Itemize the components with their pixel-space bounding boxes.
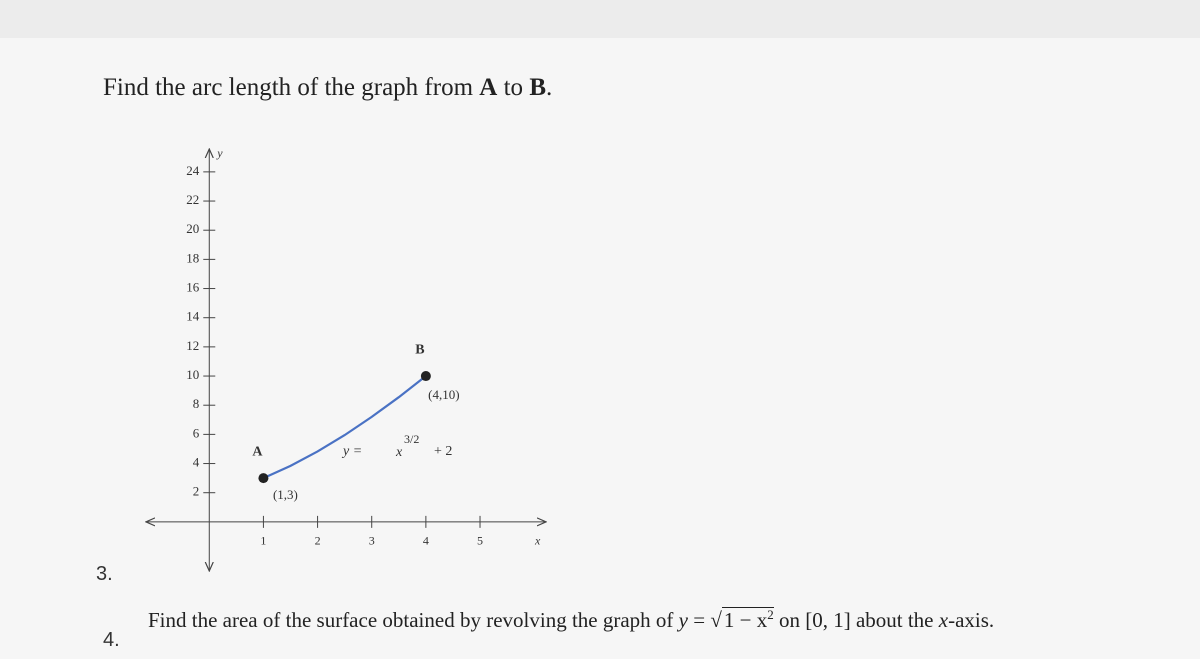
y-tick-label: 8 bbox=[193, 396, 200, 411]
text: Find the arc length of the graph from bbox=[103, 74, 480, 101]
point-name: B bbox=[415, 342, 424, 357]
y-tick-label: 12 bbox=[186, 338, 199, 353]
text: y bbox=[678, 608, 688, 632]
text: = bbox=[687, 608, 711, 632]
text: -axis. bbox=[948, 608, 995, 632]
x-axis-label: x bbox=[534, 534, 541, 548]
top-strip bbox=[0, 0, 1200, 38]
y-tick-label: 14 bbox=[186, 309, 200, 324]
problem-3-prompt: Find the arc length of the graph from A … bbox=[103, 74, 552, 102]
text: to bbox=[497, 74, 530, 101]
text: x bbox=[938, 608, 949, 632]
y-tick-label: 18 bbox=[186, 250, 199, 265]
text: Find the area of the surface obtained by… bbox=[148, 608, 679, 632]
text: A bbox=[479, 74, 498, 101]
y-tick-label: 6 bbox=[193, 425, 200, 440]
x-tick-label: 1 bbox=[260, 534, 266, 548]
y-tick-label: 2 bbox=[193, 484, 200, 499]
y-tick-label: 22 bbox=[186, 192, 199, 207]
equation: + 2 bbox=[434, 444, 452, 459]
y-tick-label: 16 bbox=[186, 280, 200, 295]
x-tick-label: 4 bbox=[423, 534, 429, 548]
text: 1 − x bbox=[723, 608, 768, 632]
equation: x bbox=[395, 445, 403, 460]
curve bbox=[262, 375, 427, 480]
y-tick-label: 4 bbox=[193, 455, 200, 470]
radicand: 1 − x2 bbox=[721, 607, 774, 632]
x-tick-label: 5 bbox=[477, 534, 483, 548]
equation: 3/2 bbox=[404, 432, 419, 446]
x-tick-label: 3 bbox=[369, 534, 375, 548]
point-coords: (1,3) bbox=[273, 487, 298, 502]
y-axis-label: y bbox=[216, 146, 223, 160]
point bbox=[420, 371, 431, 382]
point-name: A bbox=[252, 444, 263, 459]
y-tick-label: 24 bbox=[186, 163, 200, 178]
text: 2 bbox=[767, 607, 774, 622]
sqrt-sign: √ bbox=[710, 608, 722, 632]
text: on [0, 1] about the bbox=[773, 608, 939, 632]
equation: y = bbox=[341, 444, 362, 459]
y-tick-label: 20 bbox=[186, 221, 199, 236]
point-coords: (4,10) bbox=[428, 387, 459, 402]
point bbox=[258, 473, 269, 484]
y-tick-label: 10 bbox=[186, 367, 199, 382]
text: . bbox=[546, 74, 553, 101]
x-tick-label: 2 bbox=[315, 534, 321, 548]
problem-4-prompt: Find the area of the surface obtained by… bbox=[148, 607, 994, 633]
text: B bbox=[529, 74, 546, 101]
problem-number: 4. bbox=[103, 629, 120, 651]
problem-number: 3. bbox=[96, 563, 113, 585]
